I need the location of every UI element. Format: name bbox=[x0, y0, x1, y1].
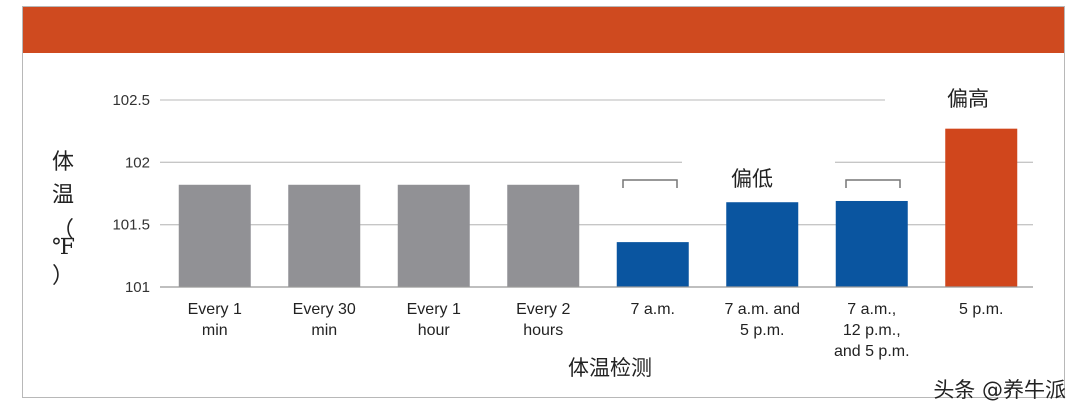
x-tick-label: 7 a.m. and bbox=[724, 301, 800, 318]
y-axis-label-char: 体 bbox=[52, 150, 75, 175]
bar bbox=[616, 242, 689, 287]
header-bar bbox=[23, 7, 1064, 53]
bracket-marker bbox=[622, 179, 678, 188]
bracket-marker bbox=[845, 179, 901, 188]
x-tick-label: Every 30 bbox=[293, 301, 356, 318]
x-tick-label: 5 p.m. bbox=[959, 301, 1003, 318]
x-tick-label: Every 2 bbox=[516, 301, 570, 318]
bar bbox=[945, 128, 1018, 287]
x-tick-label: hours bbox=[523, 322, 563, 339]
y-axis-label-char: ） bbox=[52, 264, 75, 289]
x-tick-label: Every 1 bbox=[188, 301, 242, 318]
x-tick-label: 7 a.m., bbox=[847, 301, 896, 318]
x-tick-label: min bbox=[202, 322, 228, 339]
bar bbox=[397, 184, 470, 287]
x-axis-label: 体温检测 bbox=[568, 356, 652, 380]
x-tick-label: min bbox=[311, 322, 337, 339]
y-tick-label: 101 bbox=[125, 279, 150, 296]
bar bbox=[835, 200, 908, 287]
annotation-low: 偏低 bbox=[731, 167, 773, 191]
x-tick-label: Every 1 bbox=[407, 301, 461, 318]
y-tick-label: 102.5 bbox=[112, 92, 150, 109]
y-axis-label-char: 温 bbox=[52, 183, 75, 208]
bar bbox=[288, 184, 361, 287]
x-tick-label: 12 p.m., bbox=[843, 322, 901, 339]
bar bbox=[726, 202, 799, 287]
watermark: 头条 @养牛派 bbox=[933, 378, 1066, 402]
y-axis-label-char: （ bbox=[52, 218, 75, 243]
x-tick-label: hour bbox=[418, 322, 451, 339]
bar bbox=[507, 184, 580, 287]
x-tick-label: 7 a.m. bbox=[631, 301, 675, 318]
x-tick-label: and 5 p.m. bbox=[834, 343, 910, 360]
y-tick-label: 101.5 bbox=[112, 217, 150, 234]
annotation-high: 偏高 bbox=[947, 87, 989, 111]
x-tick-label: 5 p.m. bbox=[740, 322, 784, 339]
bar bbox=[178, 184, 251, 287]
y-tick-label: 102 bbox=[125, 154, 150, 171]
y-axis-label-char: ℉ bbox=[52, 235, 76, 260]
